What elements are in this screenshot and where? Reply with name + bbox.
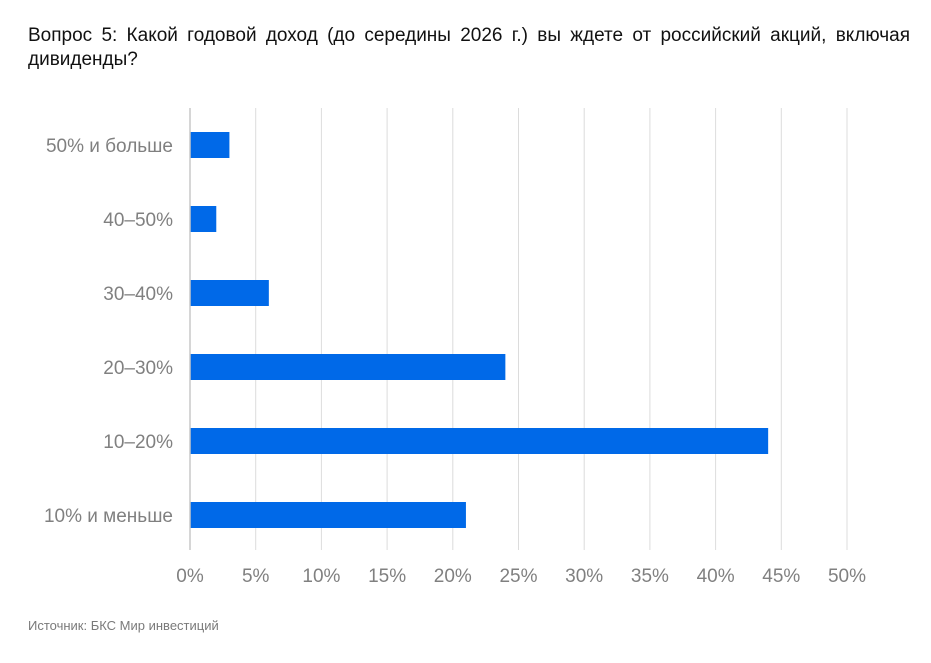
category-label: 10% и меньше <box>44 506 173 527</box>
category-label: 50% и больше <box>46 136 173 157</box>
category-label: 40–50% <box>103 210 173 231</box>
x-tick-label: 10% <box>302 566 340 587</box>
bar <box>190 280 269 306</box>
bar <box>190 206 217 232</box>
bar <box>190 428 769 454</box>
x-tick-label: 40% <box>697 566 735 587</box>
grid-lines <box>255 108 848 550</box>
bar <box>190 354 506 380</box>
x-tick-label: 30% <box>565 566 603 587</box>
chart-title: Вопрос 5: Какой годовой доход (до середи… <box>28 25 910 70</box>
bar <box>190 132 230 158</box>
bars <box>190 132 769 528</box>
x-tick-labels: 0% 5% 10% 15% 20% 25% 30% 35% 40% 45% 50% <box>176 566 866 587</box>
x-tick-label: 45% <box>762 566 800 587</box>
x-tick-label: 50% <box>828 566 866 587</box>
x-tick-label: 20% <box>434 566 472 587</box>
category-label: 10–20% <box>103 432 173 453</box>
category-label: 20–30% <box>103 358 173 379</box>
x-tick-label: 15% <box>368 566 406 587</box>
category-labels: 50% и больше 40–50% 30–40% 20–30% 10–20% 10% … <box>44 136 173 527</box>
x-tick-label: 25% <box>499 566 537 587</box>
category-label: 30–40% <box>103 284 173 305</box>
x-tick-label: 0% <box>176 566 204 587</box>
bar <box>190 502 466 528</box>
x-tick-label: 35% <box>631 566 669 587</box>
x-tick-label: 5% <box>242 566 270 587</box>
source-note: Источник: БКС Мир инвестиций <box>28 618 219 633</box>
